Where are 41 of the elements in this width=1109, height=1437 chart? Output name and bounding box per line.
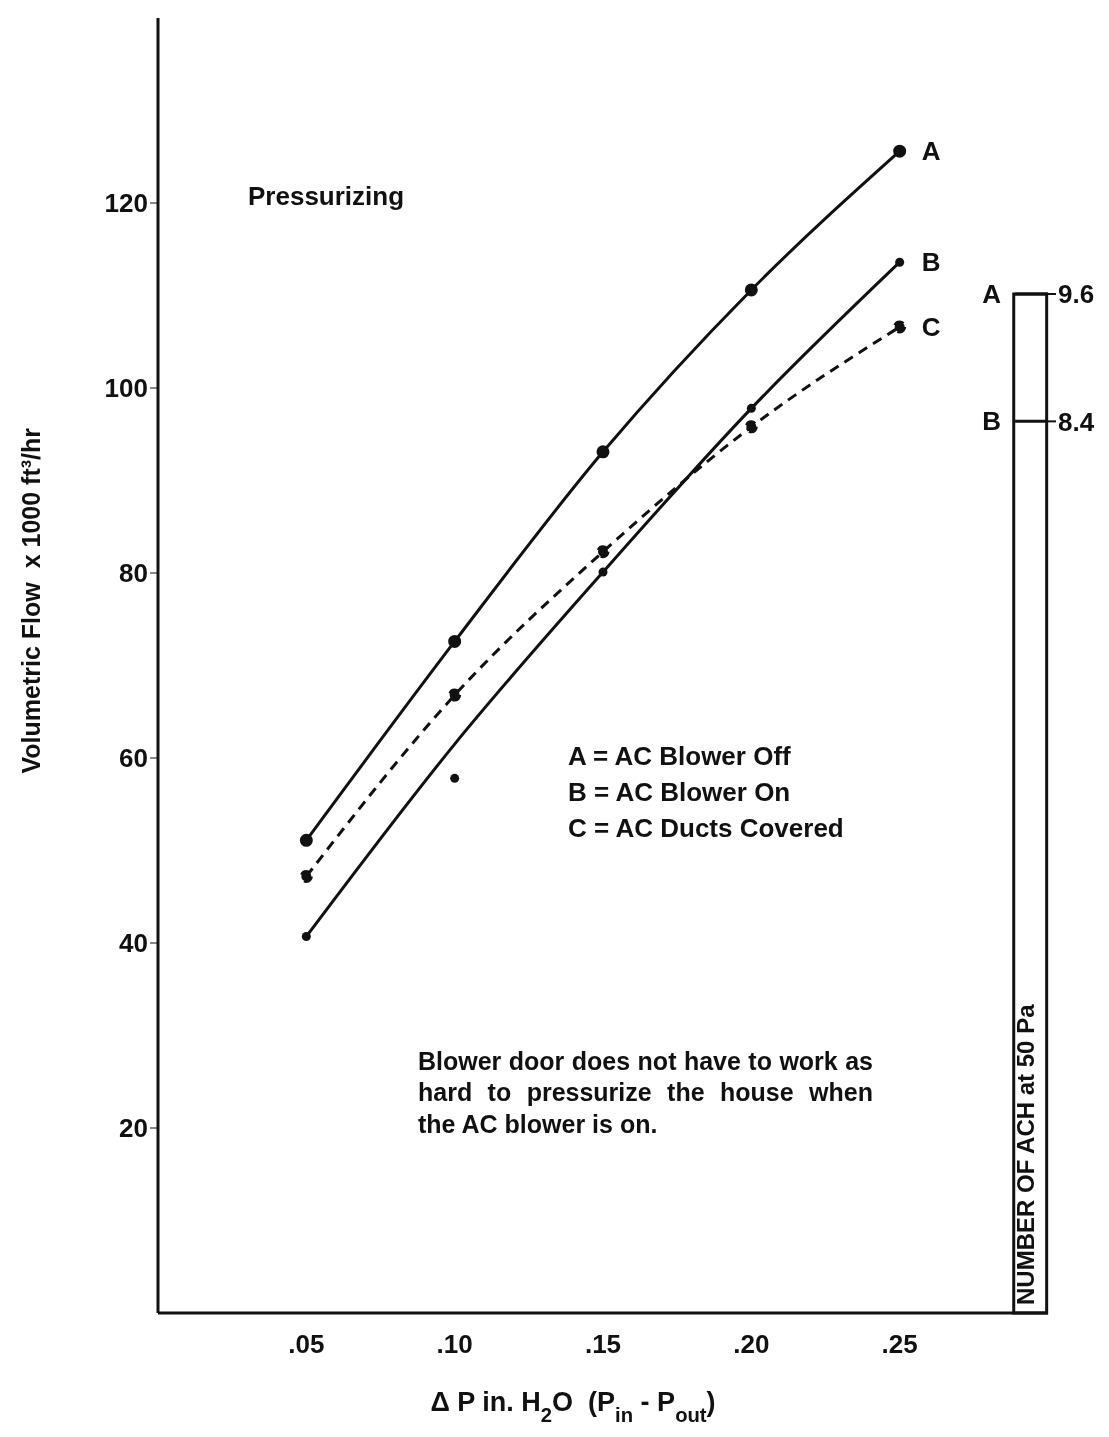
x-tick-label: .05	[288, 1329, 325, 1360]
x-axis-title: Δ P in. H$_{2}$O (P$_{in}$ - P$_{out}$)	[430, 1387, 716, 1426]
ref-line-label: A	[982, 278, 1002, 309]
point	[596, 445, 610, 459]
x-tick-label: .10	[436, 1329, 473, 1360]
annotation: B = AC Blower On	[568, 776, 791, 809]
y2-tick-label: 8.4	[1058, 406, 1095, 437]
annotation: A = AC Blower Off	[568, 740, 791, 773]
point	[596, 545, 610, 559]
y-tick-label: 80	[119, 558, 148, 589]
y2-tick-label: 9.6	[1058, 279, 1095, 310]
y2-axis-title: NUMBER OF ACH at 50 Pa	[1012, 1003, 1039, 1305]
y-axis-title: Volumetric Flow x 1000 ft³/hr	[17, 427, 45, 774]
series-label: B	[921, 247, 941, 278]
point	[448, 634, 462, 648]
point	[299, 833, 313, 847]
point	[746, 403, 756, 413]
point	[893, 320, 907, 334]
point	[744, 283, 758, 297]
x-tick-label: .15	[584, 1329, 622, 1360]
annotation: Pressurizing	[248, 180, 405, 213]
point	[744, 420, 758, 434]
y-tick-label: 60	[119, 743, 148, 774]
series-label: C	[921, 311, 941, 342]
point	[448, 688, 462, 702]
annotation: C = AC Ducts Covered	[568, 812, 844, 845]
x-tick-label: .25	[881, 1329, 918, 1360]
point	[301, 932, 311, 942]
y-tick-label: 120	[104, 188, 148, 219]
annotation: Blower door does not have to work as hard to pressurize the house when the AC blower is on.	[418, 1046, 873, 1140]
y-tick-label: 100	[104, 373, 148, 404]
x-tick-label: .20	[733, 1329, 770, 1360]
point	[299, 869, 313, 883]
y-tick-label: 20	[119, 1113, 148, 1144]
point	[450, 773, 460, 783]
series-label: A	[921, 136, 941, 167]
point	[895, 257, 905, 267]
point	[893, 144, 907, 158]
ref-line-label: B	[982, 406, 1002, 437]
y-tick-label: 40	[119, 928, 148, 959]
point	[598, 567, 608, 577]
